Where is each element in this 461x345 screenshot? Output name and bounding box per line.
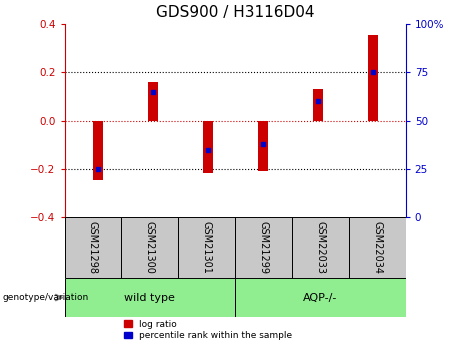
Bar	[178, 217, 235, 278]
Bar	[349, 217, 406, 278]
Bar	[65, 217, 121, 278]
Text: genotype/variation: genotype/variation	[2, 293, 89, 302]
Bar	[203, 121, 213, 172]
Bar	[292, 217, 349, 278]
Bar	[65, 278, 235, 317]
Text: GSM21300: GSM21300	[145, 221, 155, 274]
Bar	[93, 121, 102, 180]
Text: AQP-/-: AQP-/-	[303, 293, 337, 303]
Bar	[313, 89, 323, 121]
Bar	[368, 35, 378, 121]
Text: GSM21298: GSM21298	[88, 221, 98, 274]
Legend: log ratio, percentile rank within the sample: log ratio, percentile rank within the sa…	[124, 320, 292, 341]
Bar	[258, 121, 267, 171]
Bar	[235, 217, 292, 278]
Text: GSM21299: GSM21299	[259, 221, 269, 274]
Bar	[121, 217, 178, 278]
Bar	[148, 82, 158, 121]
Text: wild type: wild type	[124, 293, 175, 303]
Text: GSM22034: GSM22034	[372, 221, 382, 274]
Text: GSM21301: GSM21301	[201, 221, 212, 274]
Bar	[235, 278, 406, 317]
Title: GDS900 / H3116D04: GDS900 / H3116D04	[156, 5, 314, 20]
Text: GSM22033: GSM22033	[315, 221, 325, 274]
